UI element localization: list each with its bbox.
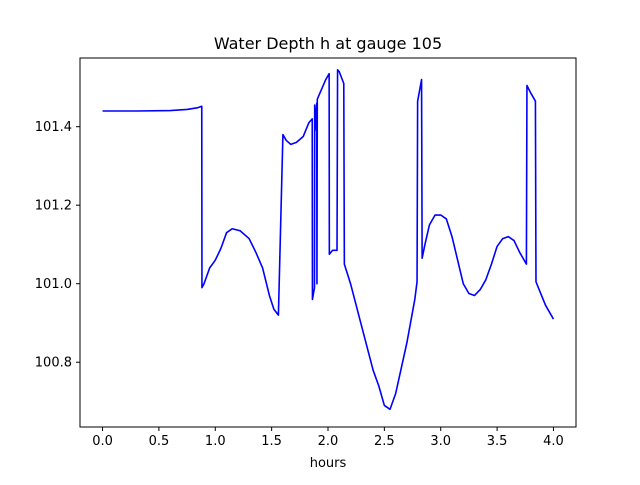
x-tick-label: 3.5 <box>487 434 508 449</box>
y-tick-label: 101.0 <box>35 277 72 292</box>
x-tick-label: 4.0 <box>543 434 564 449</box>
plot-frame <box>79 57 577 428</box>
x-tick-label: 1.5 <box>261 434 282 449</box>
x-axis-label: hours <box>310 456 347 471</box>
plot-area: 0.0 0.5 1.0 1.5 2.0 2.5 3.0 3.5 4.0 100.8 101.0 101… <box>35 57 577 449</box>
series-line-0 <box>102 68 555 411</box>
y-tick-label: 101.2 <box>35 199 72 214</box>
x-tick-label: 2.0 <box>318 434 339 449</box>
chart-title: Water Depth h at gauge 105 <box>214 34 442 53</box>
y-tick-label: 101.4 <box>35 120 72 135</box>
x-tick-label: 1.0 <box>205 434 226 449</box>
x-tick-label: 2.5 <box>374 434 395 449</box>
x-tick-label: 3.0 <box>430 434 451 449</box>
x-tick-label: 0.0 <box>92 434 113 449</box>
x-tick-label: 0.5 <box>149 434 170 449</box>
y-tick-label: 100.8 <box>35 356 72 371</box>
